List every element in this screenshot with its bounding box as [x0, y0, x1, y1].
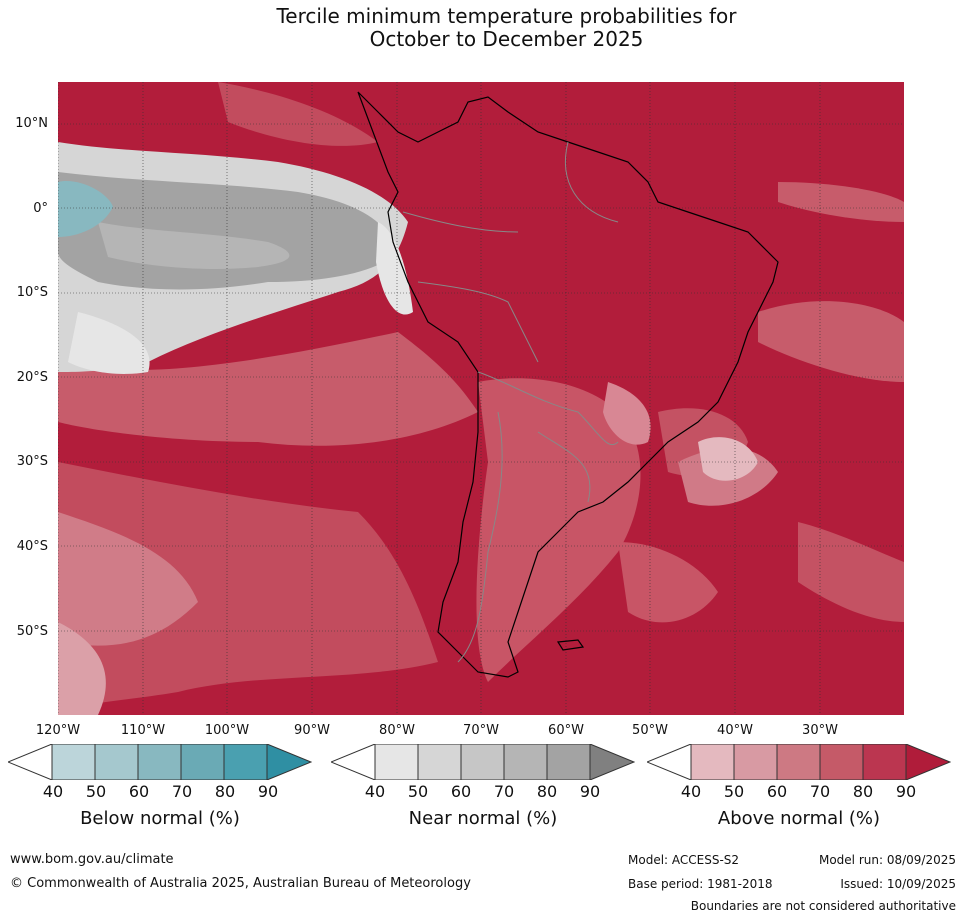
colorbar-below-normal: [8, 744, 312, 780]
cb-arrow-left: [647, 744, 692, 780]
base-period: Base period: 1981-2018: [628, 877, 773, 891]
cb-tick: 70: [493, 782, 515, 801]
model-run: Model run: 08/09/2025: [818, 853, 956, 867]
cb-swatch: [374, 744, 419, 780]
cb-tick: 40: [42, 782, 64, 801]
lat-label: 50°S: [16, 624, 48, 639]
cb-tick: 70: [171, 782, 193, 801]
cb-arrow-left: [331, 744, 376, 780]
lat-label: 10°S: [16, 285, 48, 300]
lon-label: 90°W: [294, 723, 330, 738]
cb-tick: 60: [128, 782, 150, 801]
colorbar-above-normal: [647, 744, 951, 780]
cb-tick: 80: [536, 782, 558, 801]
cb-arrow-right: [266, 744, 312, 780]
probability-map: [58, 82, 904, 715]
colorbar-title-below: Below normal (%): [80, 808, 240, 829]
cb-tick: 50: [407, 782, 429, 801]
lat-label: 0°: [33, 201, 48, 216]
lat-label: 40°S: [16, 539, 48, 554]
cb-swatch: [223, 744, 268, 780]
lon-label: 60°W: [548, 723, 584, 738]
boundary-disclaimer: Boundaries are not considered authoritat…: [690, 899, 956, 913]
model-name: Model: ACCESS-S2: [628, 853, 740, 867]
cb-swatch: [819, 744, 864, 780]
cb-tick: 90: [579, 782, 601, 801]
lon-label: 30°W: [802, 723, 838, 738]
cb-tick: 60: [450, 782, 472, 801]
cb-swatch: [460, 744, 505, 780]
copyright: © Commonwealth of Australia 2025, Austra…: [10, 876, 471, 891]
cb-tick: 40: [364, 782, 386, 801]
lon-label: 50°W: [632, 723, 668, 738]
cb-tick: 50: [85, 782, 107, 801]
south-america-coastline: [357, 91, 779, 678]
lon-label: 40°W: [717, 723, 753, 738]
issued-date: Issued: 10/09/2025: [840, 877, 956, 891]
colorbar-title-above: Above normal (%): [717, 808, 881, 829]
cb-tick: 70: [809, 782, 831, 801]
cb-swatch: [94, 744, 139, 780]
cb-tick: 60: [766, 782, 788, 801]
lat-label: 10°N: [15, 116, 48, 131]
cb-swatch: [776, 744, 821, 780]
cb-tick: 80: [214, 782, 236, 801]
lon-label: 120°W: [35, 723, 81, 738]
cb-tick: 40: [680, 782, 702, 801]
title-line-1: Tercile minimum temperature probabilitie…: [276, 4, 737, 28]
near-normal-zones: [58, 142, 413, 374]
lon-label: 80°W: [379, 723, 415, 738]
cb-tick: 80: [852, 782, 874, 801]
cb-arrow-left: [8, 744, 53, 780]
title-line-2: October to December 2025: [369, 27, 644, 51]
colorbar-near-normal: [331, 744, 635, 780]
falkland-islands: [556, 639, 585, 651]
lon-label: 100°W: [204, 723, 250, 738]
cb-arrow-right: [589, 744, 635, 780]
cb-tick: 90: [895, 782, 917, 801]
lon-label: 70°W: [463, 723, 499, 738]
cb-tick: 90: [257, 782, 279, 801]
lat-label: 30°S: [16, 454, 48, 469]
cb-swatch: [51, 744, 96, 780]
country-boundaries: [402, 141, 619, 663]
cb-arrow-right: [905, 744, 951, 780]
lon-label: 110°W: [120, 723, 166, 738]
cb-tick: 50: [723, 782, 745, 801]
cb-swatch: [546, 744, 591, 780]
lat-label: 20°S: [16, 370, 48, 385]
cb-swatch: [180, 744, 225, 780]
above-normal-zones: [58, 82, 904, 715]
website-link[interactable]: www.bom.gov.au/climate: [10, 852, 174, 867]
cb-swatch: [733, 744, 778, 780]
graticule: [58, 82, 904, 715]
colorbar-title-near: Near normal (%): [408, 808, 558, 829]
cb-swatch: [503, 744, 548, 780]
cb-swatch: [862, 744, 907, 780]
cb-swatch: [137, 744, 182, 780]
cb-swatch: [417, 744, 462, 780]
cb-swatch: [690, 744, 735, 780]
map-title: Tercile minimum temperature probabilitie…: [0, 5, 965, 51]
